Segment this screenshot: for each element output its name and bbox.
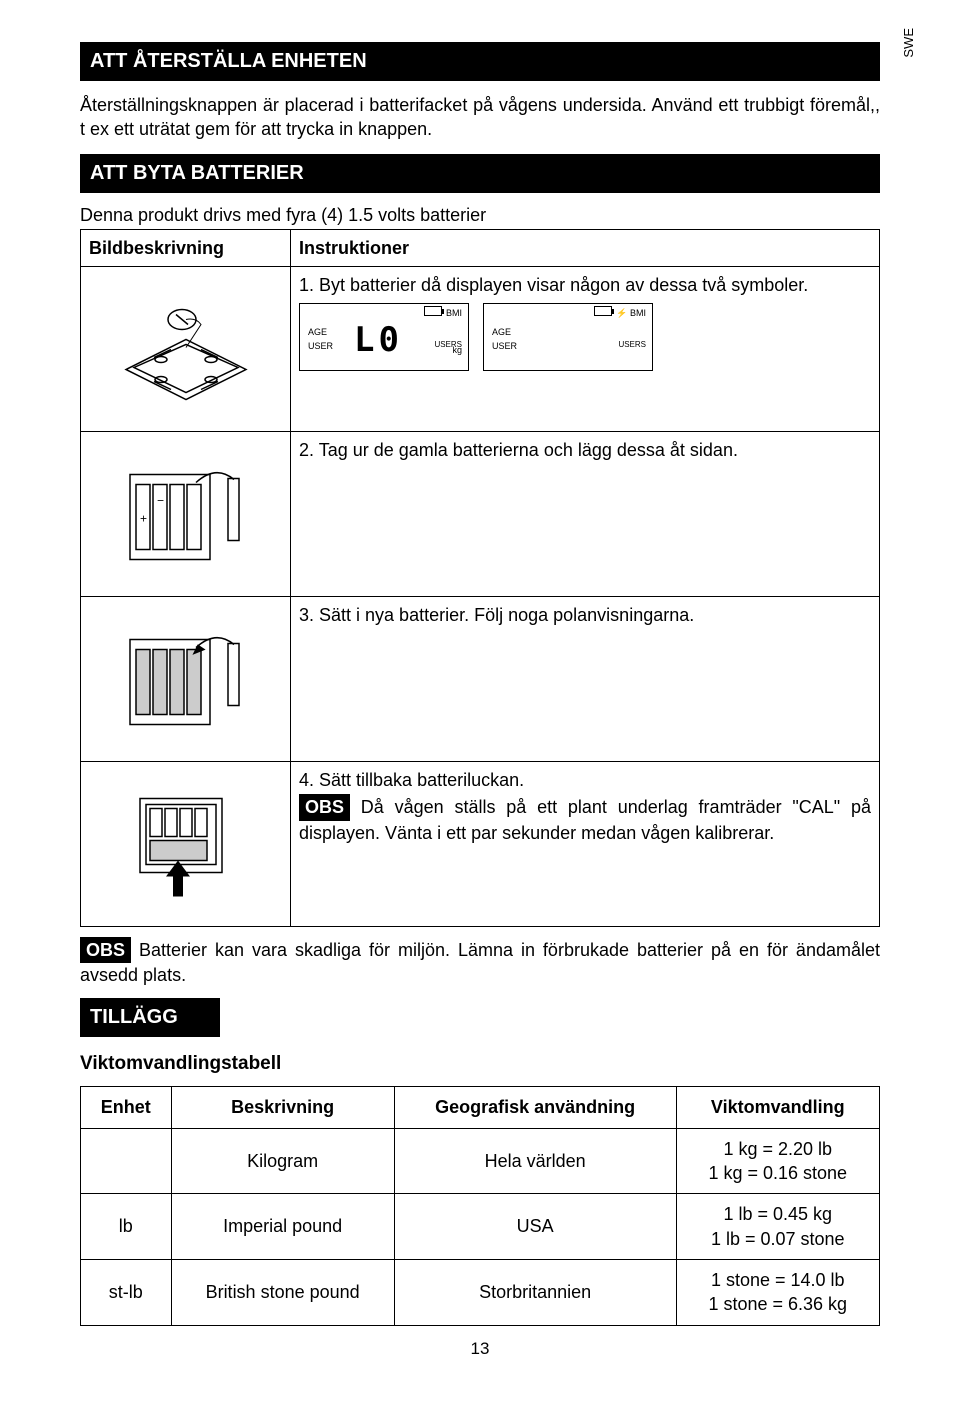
- col-header-instr: Instruktioner: [291, 229, 880, 266]
- page-number: 13: [80, 1338, 880, 1361]
- language-tab: SWE: [900, 28, 918, 58]
- scale-diagram-icon: [89, 273, 282, 425]
- batteries-out-icon: + −: [89, 438, 282, 590]
- step4-text-a: 4. Sätt tillbaka batteriluckan.: [299, 768, 871, 792]
- display-lo-icon: BMI AGE USER L0 kg USERS: [299, 303, 469, 371]
- cell-desc: Imperial pound: [171, 1194, 394, 1260]
- cell-desc: Kilogram: [171, 1128, 394, 1194]
- step4-text-cell: 4. Sätt tillbaka batteriluckan. OBS Då v…: [291, 762, 880, 927]
- cell-unit: st-lb: [81, 1259, 172, 1325]
- svg-text:+: +: [140, 511, 147, 525]
- step3-text: 3. Sätt i nya batterier. Följ noga polan…: [291, 597, 880, 762]
- step4-text-b: Då vågen ställs på ett plant underlag fr…: [299, 797, 871, 842]
- cell-desc: British stone pound: [171, 1259, 394, 1325]
- conversion-table: Enhet Beskrivning Geografisk användning …: [80, 1086, 880, 1325]
- cell-geo: Storbritannien: [394, 1259, 676, 1325]
- step4-image-cell: [81, 762, 291, 927]
- table-row: Kilogram Hela världen 1 kg = 2.20 lb1 kg…: [81, 1128, 880, 1194]
- table-row: lb Imperial pound USA 1 lb = 0.45 kg1 lb…: [81, 1194, 880, 1260]
- cell-unit: lb: [81, 1194, 172, 1260]
- section-title-appendix: TILLÄGG: [80, 998, 220, 1037]
- obs-note: OBS Batterier kan vara skadliga för milj…: [80, 937, 880, 988]
- cell-conv: 1 stone = 14.0 lb1 stone = 6.36 kg: [676, 1259, 879, 1325]
- step2-image-cell: + −: [81, 432, 291, 597]
- conv-h2: Beskrivning: [171, 1087, 394, 1128]
- step3-image-cell: [81, 597, 291, 762]
- display-battery-icon: ⚡ BMI AGE USER USERS: [483, 303, 653, 371]
- cell-conv: 1 kg = 2.20 lb1 kg = 0.16 stone: [676, 1128, 879, 1194]
- svg-text:−: −: [157, 493, 164, 507]
- cell-geo: USA: [394, 1194, 676, 1260]
- section-title-battery: ATT BYTA BATTERIER: [80, 154, 880, 193]
- obs-note-text: Batterier kan vara skadliga för miljön. …: [80, 940, 880, 985]
- section-title-reset: ATT ÅTERSTÄLLA ENHETEN: [80, 42, 880, 81]
- step1-text-cell: 1. Byt batterier då displayen visar någo…: [291, 267, 880, 432]
- conv-h4: Viktomvandling: [676, 1087, 879, 1128]
- cell-geo: Hela världen: [394, 1128, 676, 1194]
- cell-conv: 1 lb = 0.45 kg1 lb = 0.07 stone: [676, 1194, 879, 1260]
- step1-text: 1. Byt batterier då displayen visar någo…: [299, 273, 871, 297]
- step2-text: 2. Tag ur de gamla batterierna och lägg …: [291, 432, 880, 597]
- battery-cover-icon: [89, 768, 282, 920]
- obs-tag: OBS: [80, 937, 131, 963]
- battery-intro: Denna produkt drivs med fyra (4) 1.5 vol…: [80, 203, 880, 227]
- col-header-image: Bildbeskrivning: [81, 229, 291, 266]
- conversion-subtitle: Viktomvandlingstabell: [80, 1051, 880, 1077]
- battery-steps-table: Bildbeskrivning Instruktioner: [80, 229, 880, 927]
- reset-text: Återställningsknappen är placerad i batt…: [80, 93, 880, 142]
- step1-image-cell: [81, 267, 291, 432]
- conv-h1: Enhet: [81, 1087, 172, 1128]
- batteries-in-icon: [89, 603, 282, 755]
- conv-h3: Geografisk användning: [394, 1087, 676, 1128]
- obs-tag-inline: OBS: [299, 794, 350, 820]
- table-row: st-lb British stone pound Storbritannien…: [81, 1259, 880, 1325]
- cell-unit: [81, 1128, 172, 1194]
